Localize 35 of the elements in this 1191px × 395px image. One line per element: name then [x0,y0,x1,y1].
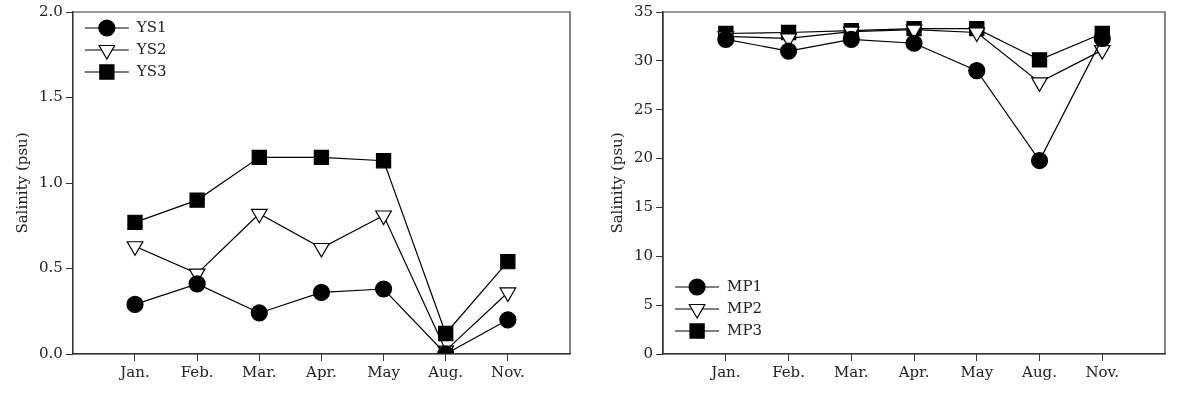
y-tick-label: 25 [633,99,654,118]
x-tick-label: Jan. [118,362,150,381]
y-tick-label: 10 [633,246,654,265]
y-tick-label: 30 [633,50,654,69]
y-tick-label: 5 [643,295,654,314]
x-tick-label: Nov. [491,362,525,381]
x-tick-label: Apr. [305,362,337,381]
y-tick-label: 35 [633,1,654,20]
y-tick-label: 1.5 [39,87,63,106]
y-tick-label: 1.0 [39,172,63,191]
legend-label: MP3 [727,320,763,339]
legend-label: MP1 [727,276,763,295]
y-tick-label: 0.5 [39,258,63,277]
x-tick-label: Mar. [834,362,869,381]
legend-label: YS1 [135,17,167,36]
x-tick-label: Aug. [427,362,464,381]
x-tick-label: Mar. [241,362,277,381]
y-axis-title: Salinity (psu) [607,132,626,234]
legend-label: YS3 [135,61,167,80]
x-tick-label: Feb. [772,362,805,381]
x-tick-label: Nov. [1085,362,1120,381]
x-tick-label: Feb. [180,362,214,381]
y-tick-label: 0 [643,343,654,362]
y-axis-title: Salinity (psu) [12,132,31,234]
y-tick-label: 0.0 [39,343,63,362]
y-tick-label: 2.0 [39,1,63,20]
x-tick-label: Apr. [897,362,930,381]
y-tick-label: 15 [633,197,654,216]
x-tick-label: May [367,362,401,381]
x-tick-label: Aug. [1021,362,1057,381]
x-tick-label: May [960,362,994,381]
legend-label: MP2 [727,298,763,317]
y-tick-label: 20 [633,148,654,167]
legend-label: YS2 [135,39,167,58]
x-tick-label: Jan. [709,362,741,381]
